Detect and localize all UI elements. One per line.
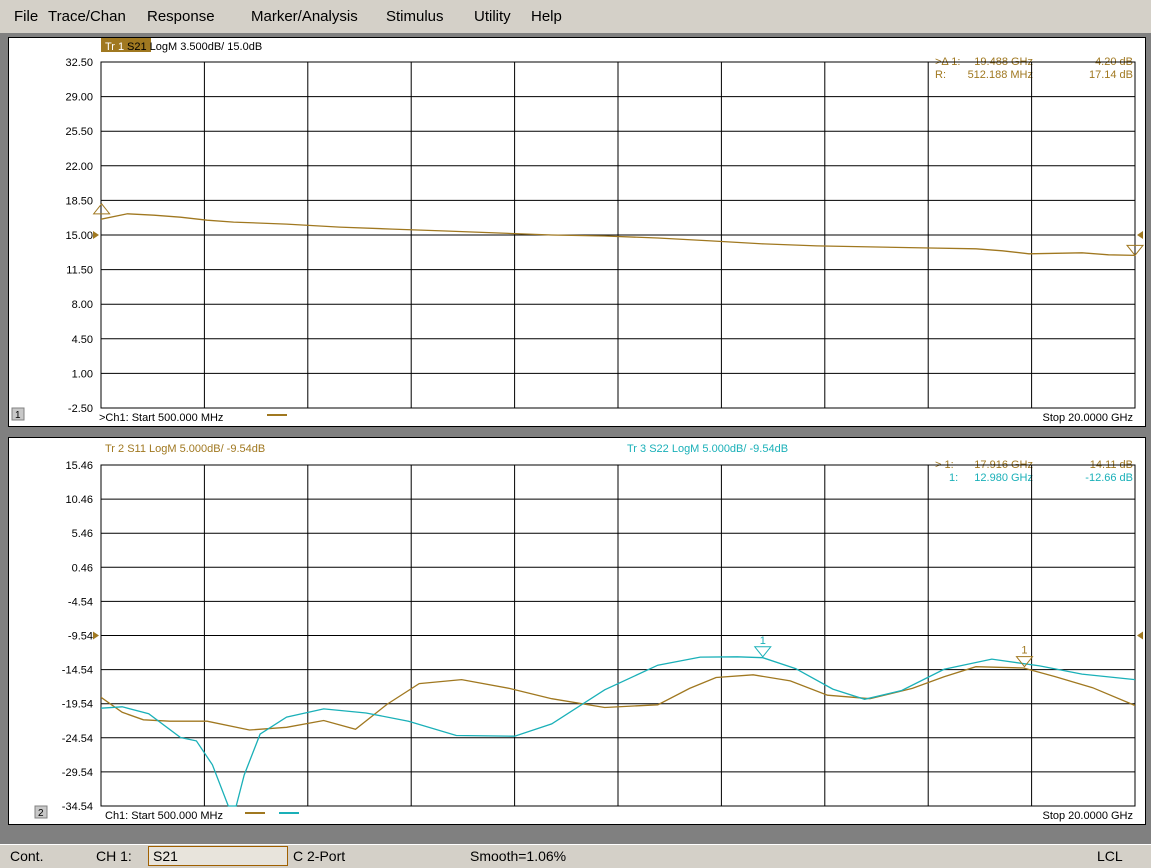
marker-1-s22-label: 1 bbox=[760, 635, 766, 647]
y-tick-label: -2.50 bbox=[68, 403, 93, 415]
window-number-box bbox=[34, 805, 48, 819]
sweep-mode[interactable]: Cont. bbox=[10, 848, 44, 864]
reference-level-right-icon[interactable] bbox=[1137, 631, 1143, 640]
y-tick-label: 4.50 bbox=[72, 334, 93, 346]
y-tick-label: 25.50 bbox=[65, 126, 93, 138]
plot-frame bbox=[100, 61, 1136, 409]
y-tick-label: -24.54 bbox=[62, 733, 93, 745]
smoothing-status[interactable]: Smooth=1.06% bbox=[470, 848, 567, 864]
y-tick-label: -14.54 bbox=[62, 665, 93, 677]
plot-frame bbox=[100, 464, 1136, 807]
reference-level-right-icon[interactable] bbox=[1137, 231, 1143, 239]
menu-marker-analysis[interactable]: Marker/Analysis bbox=[251, 8, 358, 25]
remote-status: LCL bbox=[1097, 848, 1123, 864]
channel-label: CH 1: bbox=[96, 848, 132, 864]
y-tick-label: 11.50 bbox=[66, 265, 93, 277]
y-tick-label: 15.00 bbox=[65, 230, 93, 242]
menu-bar: File Trace/Chan Response Marker/Analysis… bbox=[0, 0, 1151, 34]
marker-readout: >Δ 1: 19.488 GHz -4.20 dB R: 512.188 MHz… bbox=[935, 56, 1133, 81]
measurement-field[interactable] bbox=[148, 846, 288, 866]
trace-s22[interactable] bbox=[101, 656, 1135, 807]
y-tick-label: 29.00 bbox=[65, 92, 93, 104]
y-tick-label: -9.54 bbox=[68, 631, 93, 643]
y-tick-label: 22.00 bbox=[65, 161, 93, 173]
trace-badge-bg bbox=[101, 38, 151, 52]
calibration-status[interactable]: C 2-Port bbox=[293, 848, 346, 864]
marker-s22-value: -12.66 dB bbox=[1085, 472, 1133, 484]
chart-window-1[interactable]: Tr 1 S21 LogM 3.500dB/ 15.0dB >Δ 1: 19.4… bbox=[9, 38, 1145, 426]
stop-frequency[interactable]: Stop 20.0000 GHz bbox=[1042, 412, 1133, 424]
trace-label-s21[interactable]: S21 LogM 3.500dB/ 15.0dB bbox=[127, 41, 262, 53]
y-tick-label: -19.54 bbox=[62, 699, 93, 711]
menu-utility[interactable]: Utility bbox=[474, 8, 511, 25]
y-tick-label: 8.00 bbox=[72, 299, 93, 311]
y-tick-label: 10.46 bbox=[65, 494, 93, 506]
marker-1-s22[interactable] bbox=[753, 646, 772, 658]
marker-readout: > 1: 17.916 GHz -14.11 dB 1: 12.980 GHz … bbox=[935, 459, 1133, 484]
y-tick-label: 5.46 bbox=[72, 528, 93, 540]
trace-window-2[interactable]: Tr 2 S11 LogM 5.000dB/ -9.54dB Tr 3 S22 … bbox=[8, 437, 1146, 825]
marker-s22-freq: 12.980 GHz bbox=[974, 472, 1033, 484]
menu-help[interactable]: Help bbox=[531, 8, 562, 25]
start-frequency[interactable]: Ch1: Start 500.000 MHz bbox=[105, 810, 223, 822]
window-number-box bbox=[11, 407, 25, 421]
reference-level-left-icon[interactable] bbox=[93, 231, 99, 239]
menu-stimulus[interactable]: Stimulus bbox=[386, 8, 444, 25]
y-tick-label: -29.54 bbox=[62, 767, 93, 779]
y-tick-label: -34.54 bbox=[62, 801, 93, 813]
marker-ref-value: 17.14 dB bbox=[1089, 69, 1133, 81]
measurement-value[interactable]: S21 bbox=[153, 848, 178, 864]
delta-marker-1[interactable] bbox=[1125, 244, 1145, 257]
trace-s11[interactable] bbox=[101, 666, 1135, 731]
marker-1-s11-label: 1 bbox=[1021, 645, 1027, 657]
y-tick-label: 1.00 bbox=[72, 368, 93, 380]
marker-s22-id: 1: bbox=[949, 472, 958, 484]
menu-trace-chan[interactable]: Trace/Chan bbox=[48, 8, 126, 25]
status-bar: Cont. CH 1: S21 C 2-Port Smooth=1.06% LC… bbox=[0, 844, 1151, 868]
marker-1-s11[interactable] bbox=[1015, 656, 1034, 668]
y-tick-label: 0.46 bbox=[72, 562, 93, 574]
trace-label-s22[interactable]: Tr 3 S22 LogM 5.000dB/ -9.54dB bbox=[627, 443, 788, 455]
start-frequency[interactable]: >Ch1: Start 500.000 MHz bbox=[99, 412, 223, 424]
trace-s21[interactable] bbox=[101, 213, 1135, 257]
stop-frequency[interactable]: Stop 20.0000 GHz bbox=[1042, 810, 1133, 822]
y-tick-label: -4.54 bbox=[68, 596, 93, 608]
y-tick-label: 18.50 bbox=[65, 195, 93, 207]
menu-file[interactable]: File bbox=[14, 8, 39, 25]
trace-label-s11[interactable]: Tr 2 S11 LogM 5.000dB/ -9.54dB bbox=[105, 443, 265, 455]
window-number: 1 bbox=[15, 410, 21, 421]
trace-window-1[interactable]: Tr 1 S21 LogM 3.500dB/ 15.0dB >Δ 1: 19.4… bbox=[8, 37, 1146, 427]
y-tick-label: 32.50 bbox=[65, 57, 93, 69]
trace-badge[interactable]: Tr 1 bbox=[105, 41, 124, 53]
reference-marker[interactable] bbox=[92, 203, 111, 215]
reference-level-left-icon[interactable] bbox=[93, 631, 99, 640]
y-tick-label: 15.46 bbox=[65, 460, 93, 472]
marker-ref-id: R: bbox=[935, 69, 946, 81]
window-number: 2 bbox=[38, 808, 44, 819]
chart-window-2[interactable]: Tr 2 S11 LogM 5.000dB/ -9.54dB Tr 3 S22 … bbox=[9, 438, 1145, 824]
marker-ref-freq: 512.188 MHz bbox=[968, 69, 1033, 81]
menu-response[interactable]: Response bbox=[147, 8, 215, 25]
